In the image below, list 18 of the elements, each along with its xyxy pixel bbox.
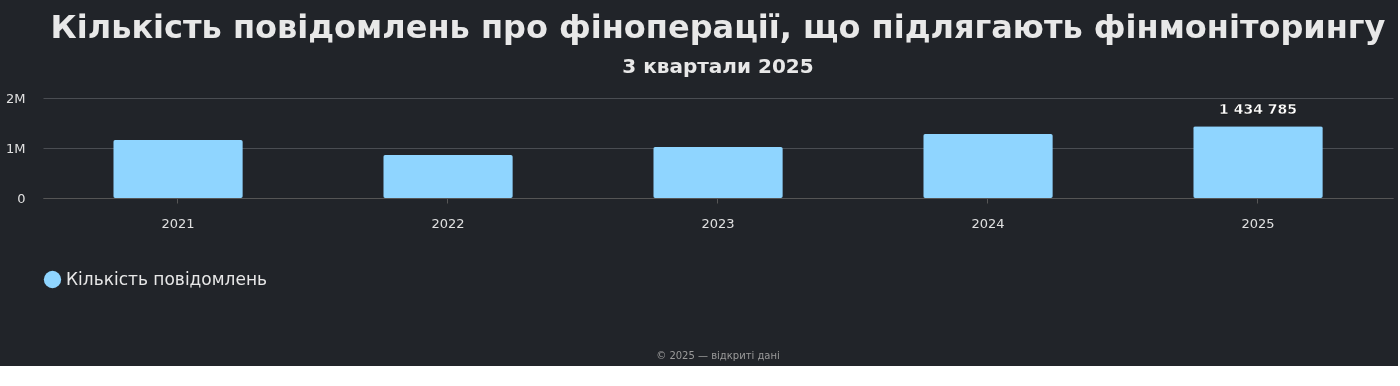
y-tick-label: 1M [6,140,26,156]
x-tick-label: 2024 [971,215,1005,231]
y-tick-label: 0 [17,190,26,206]
chart-title: Кількість повідомлень про фіноперації, що підлягають фінмоніторингу [50,8,1386,46]
text: © 2025 — відкриті дані [656,350,780,361]
x-tick-label: 2025 [1241,215,1275,231]
bar [383,155,513,198]
chart-subtitle: 3 квартали 2025 [622,54,814,78]
x-tick-label: 2023 [701,215,735,231]
bar [923,134,1053,198]
data-label: 1 434 785 [1219,101,1297,118]
y-tick-label: 2M [6,90,26,106]
x-tick-label: 2022 [431,215,465,231]
bar [113,140,243,198]
bar [1193,126,1323,198]
x-tick-label: 2021 [161,215,195,231]
legend-label: Кількість повідомлень [66,268,268,289]
bar [653,147,783,198]
